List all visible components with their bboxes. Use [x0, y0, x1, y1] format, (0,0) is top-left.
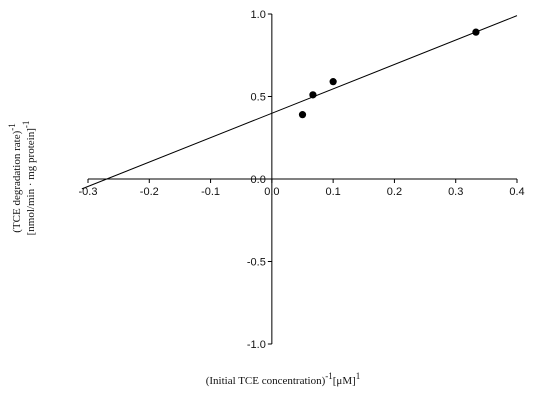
data-point [298, 111, 307, 119]
x-tick-label: 0.3 [448, 186, 463, 198]
x-tick-label: -0.3 [79, 186, 98, 198]
y-axis-title: (TCE degradation rate)-1 [nmol/min · mg … [7, 121, 37, 236]
tick-labels: -0.3 -0.2 -0.1 0.0 0.1 0.2 0.3 0.4 1.0 0.5 0.0 -0.5… [79, 9, 525, 351]
y-tick-label: -0.5 [247, 257, 266, 269]
x-tick-label: 0.2 [387, 186, 402, 198]
fit-line-group [81, 15, 518, 190]
data-points [298, 28, 480, 119]
y-tick-label: 1.0 [251, 9, 266, 21]
axes [87, 13, 518, 345]
x-tick-label: -0.1 [201, 186, 220, 198]
x-tick-label: 0.4 [509, 186, 524, 198]
x-axis-title: (Initial TCE concentration)-1[μM]1 [206, 371, 361, 387]
x-tick-label: 0.0 [264, 186, 279, 198]
y-tick-label: 0.0 [251, 174, 266, 186]
fit-line [81, 15, 518, 190]
y-axis-title-line2: [nmol/min · mg protein]-1 [21, 121, 37, 236]
x-tick-label: -0.2 [140, 186, 159, 198]
y-tick-label: -1.0 [247, 339, 266, 351]
y-tick-label: 0.5 [251, 92, 266, 104]
x-tick-label: 0.1 [325, 186, 340, 198]
data-point [329, 78, 337, 86]
data-point [472, 28, 480, 36]
y-axis-title-line1: (TCE degradation rate)-1 [7, 123, 23, 233]
data-point [309, 91, 317, 99]
